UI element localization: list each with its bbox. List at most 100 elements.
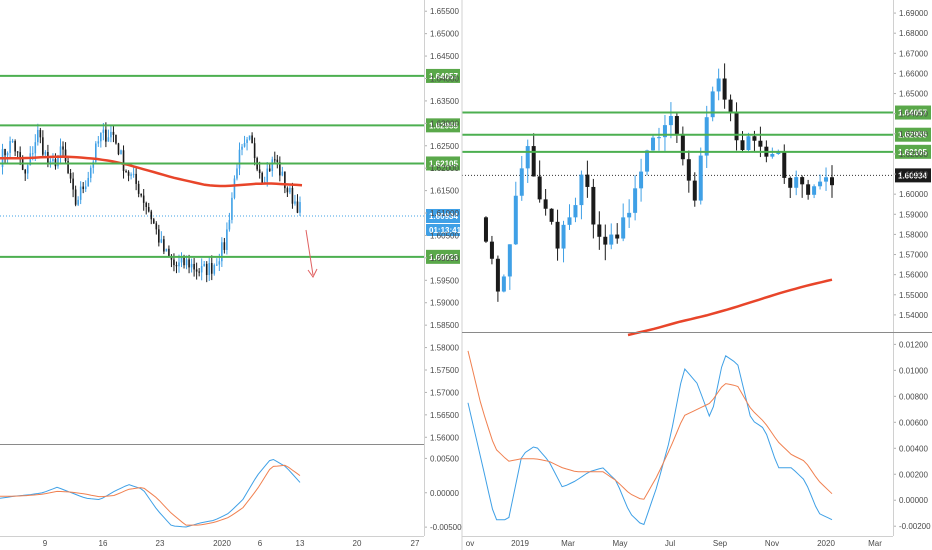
left-candle-body — [42, 137, 44, 155]
right-price-tick-label: 1.56000 — [899, 271, 928, 280]
right-candle-body — [489, 241, 494, 259]
left-time-tick-label: 13 — [296, 539, 305, 548]
left-candle-body — [67, 161, 69, 173]
right-macd-chart[interactable] — [467, 350, 833, 526]
right-price-chart[interactable]: 1.64057 1.62955 1.62105 1.60934 — [462, 63, 931, 337]
left-macd-tick-label: 0.00000 — [430, 489, 459, 498]
left-candle-body — [155, 223, 158, 230]
left-candle-body — [243, 142, 246, 147]
left-candle-body — [205, 263, 208, 276]
right-time-axis[interactable]: ov 2019 Mar May Jul Sep Nov 2020 Mar — [466, 539, 882, 548]
left-candle-body — [112, 131, 115, 135]
left-moving-average-line — [0, 155, 303, 188]
left-candle-body — [21, 159, 24, 170]
left-candle-body — [221, 242, 223, 262]
left-candle-body — [79, 186, 82, 200]
left-candle-body — [6, 152, 9, 156]
right-price-tick-label: 1.61000 — [899, 170, 928, 179]
right-candle-body — [525, 146, 530, 169]
right-price-tick-label: 1.55000 — [899, 291, 928, 300]
left-macd-tick-label: -0.00500 — [430, 523, 462, 532]
right-price-tick-label: 1.66000 — [899, 69, 928, 78]
left-candle-body — [84, 186, 87, 190]
left-price-chart[interactable]: 1.64057 1.62955 1.62105 1.60023 1.60934 01:13… — [0, 68, 462, 283]
left-level-label: 1.60023 — [429, 253, 458, 262]
left-price-tick-label: 1.65500 — [430, 7, 459, 16]
left-candle-body — [183, 257, 185, 266]
right-candle-body — [537, 176, 542, 200]
right-candle-body — [806, 184, 811, 195]
right-candle-body — [639, 171, 644, 189]
left-candle-body — [198, 271, 200, 273]
left-macd-line — [0, 458, 301, 528]
left-candle-body — [223, 242, 226, 250]
right-level-label: 1.62105 — [898, 148, 927, 157]
right-candle-body — [668, 116, 673, 126]
left-candle-body — [59, 146, 62, 157]
right-candle-body — [800, 177, 805, 185]
left-candle-body — [94, 143, 97, 162]
right-candle-body — [752, 136, 757, 141]
right-level-label: 1.64057 — [898, 109, 927, 118]
right-macd-tick-label: 0.00800 — [899, 392, 928, 401]
right-candle-body — [674, 116, 679, 134]
left-candle-body — [16, 151, 19, 153]
left-time-axis[interactable]: 9 16 23 2020 6 13 20 27 — [43, 539, 420, 548]
left-candle-body — [69, 172, 72, 179]
left-candle-body — [4, 148, 6, 156]
right-macd-tick-label: 0.01000 — [899, 366, 928, 375]
left-candle-body — [9, 141, 11, 153]
left-candle-body — [145, 202, 148, 208]
right-price-axis[interactable]: 1.69000 1.68000 1.67000 1.66000 1.65000 1.640… — [893, 9, 928, 320]
left-candle-body — [168, 248, 170, 256]
left-candle-body — [92, 161, 95, 168]
left-candle-body — [117, 143, 120, 155]
right-candle-body — [722, 78, 727, 100]
right-price-tick-label: 1.54000 — [899, 311, 928, 320]
left-candle-body — [107, 137, 110, 142]
right-candle-body — [656, 137, 661, 139]
right-candle-body — [567, 217, 572, 225]
right-macd-tick-label: -0.00200 — [899, 522, 931, 531]
left-price-tick-label: 1.58000 — [430, 344, 459, 353]
right-time-tick-label: 2019 — [511, 539, 529, 548]
left-time-tick-label: 16 — [99, 539, 108, 548]
left-candle-body — [142, 195, 145, 203]
right-macd-axis[interactable]: 0.01200 0.01000 0.00800 0.00600 0.00400 0.002… — [893, 340, 931, 531]
right-candle-body — [794, 177, 799, 188]
right-candle-body — [561, 224, 566, 249]
left-candle-body — [62, 146, 64, 150]
right-price-tick-label: 1.69000 — [899, 9, 928, 18]
left-candle-body — [286, 188, 289, 193]
left-price-axis[interactable]: 1.65500 1.65000 1.64500 1.64000 1.63500 1.630… — [424, 7, 459, 442]
left-candle-body — [216, 264, 218, 266]
left-candle-body — [115, 134, 117, 144]
right-candle-body — [573, 205, 578, 218]
left-candle-body — [258, 169, 261, 173]
left-candle-body — [132, 173, 135, 175]
left-candle-body — [26, 165, 29, 174]
left-candle-body — [218, 261, 221, 265]
right-macd-tick-label: 0.00400 — [899, 444, 928, 453]
left-price-tick-label: 1.59500 — [430, 276, 459, 285]
left-candle-body — [213, 265, 216, 274]
right-price-tick-label: 1.65000 — [899, 90, 928, 99]
right-price-tick-label: 1.63000 — [899, 130, 928, 139]
right-candle-body — [531, 146, 536, 177]
left-candle-body — [238, 149, 241, 169]
left-time-tick-label: 23 — [156, 539, 165, 548]
right-candle-body — [758, 140, 763, 147]
left-candle-body — [19, 152, 21, 160]
left-candle-body — [11, 141, 14, 143]
left-level-label-box — [426, 249, 460, 264]
right-candle-body — [633, 188, 638, 213]
left-candle-body — [102, 129, 105, 133]
left-candle-body — [52, 159, 54, 161]
left-candle-body — [296, 201, 299, 213]
left-candle-body — [231, 197, 233, 220]
right-candle-body — [645, 150, 650, 172]
right-candle-body — [824, 177, 829, 182]
left-candle-body — [37, 129, 39, 143]
left-macd-chart[interactable] — [0, 458, 301, 528]
